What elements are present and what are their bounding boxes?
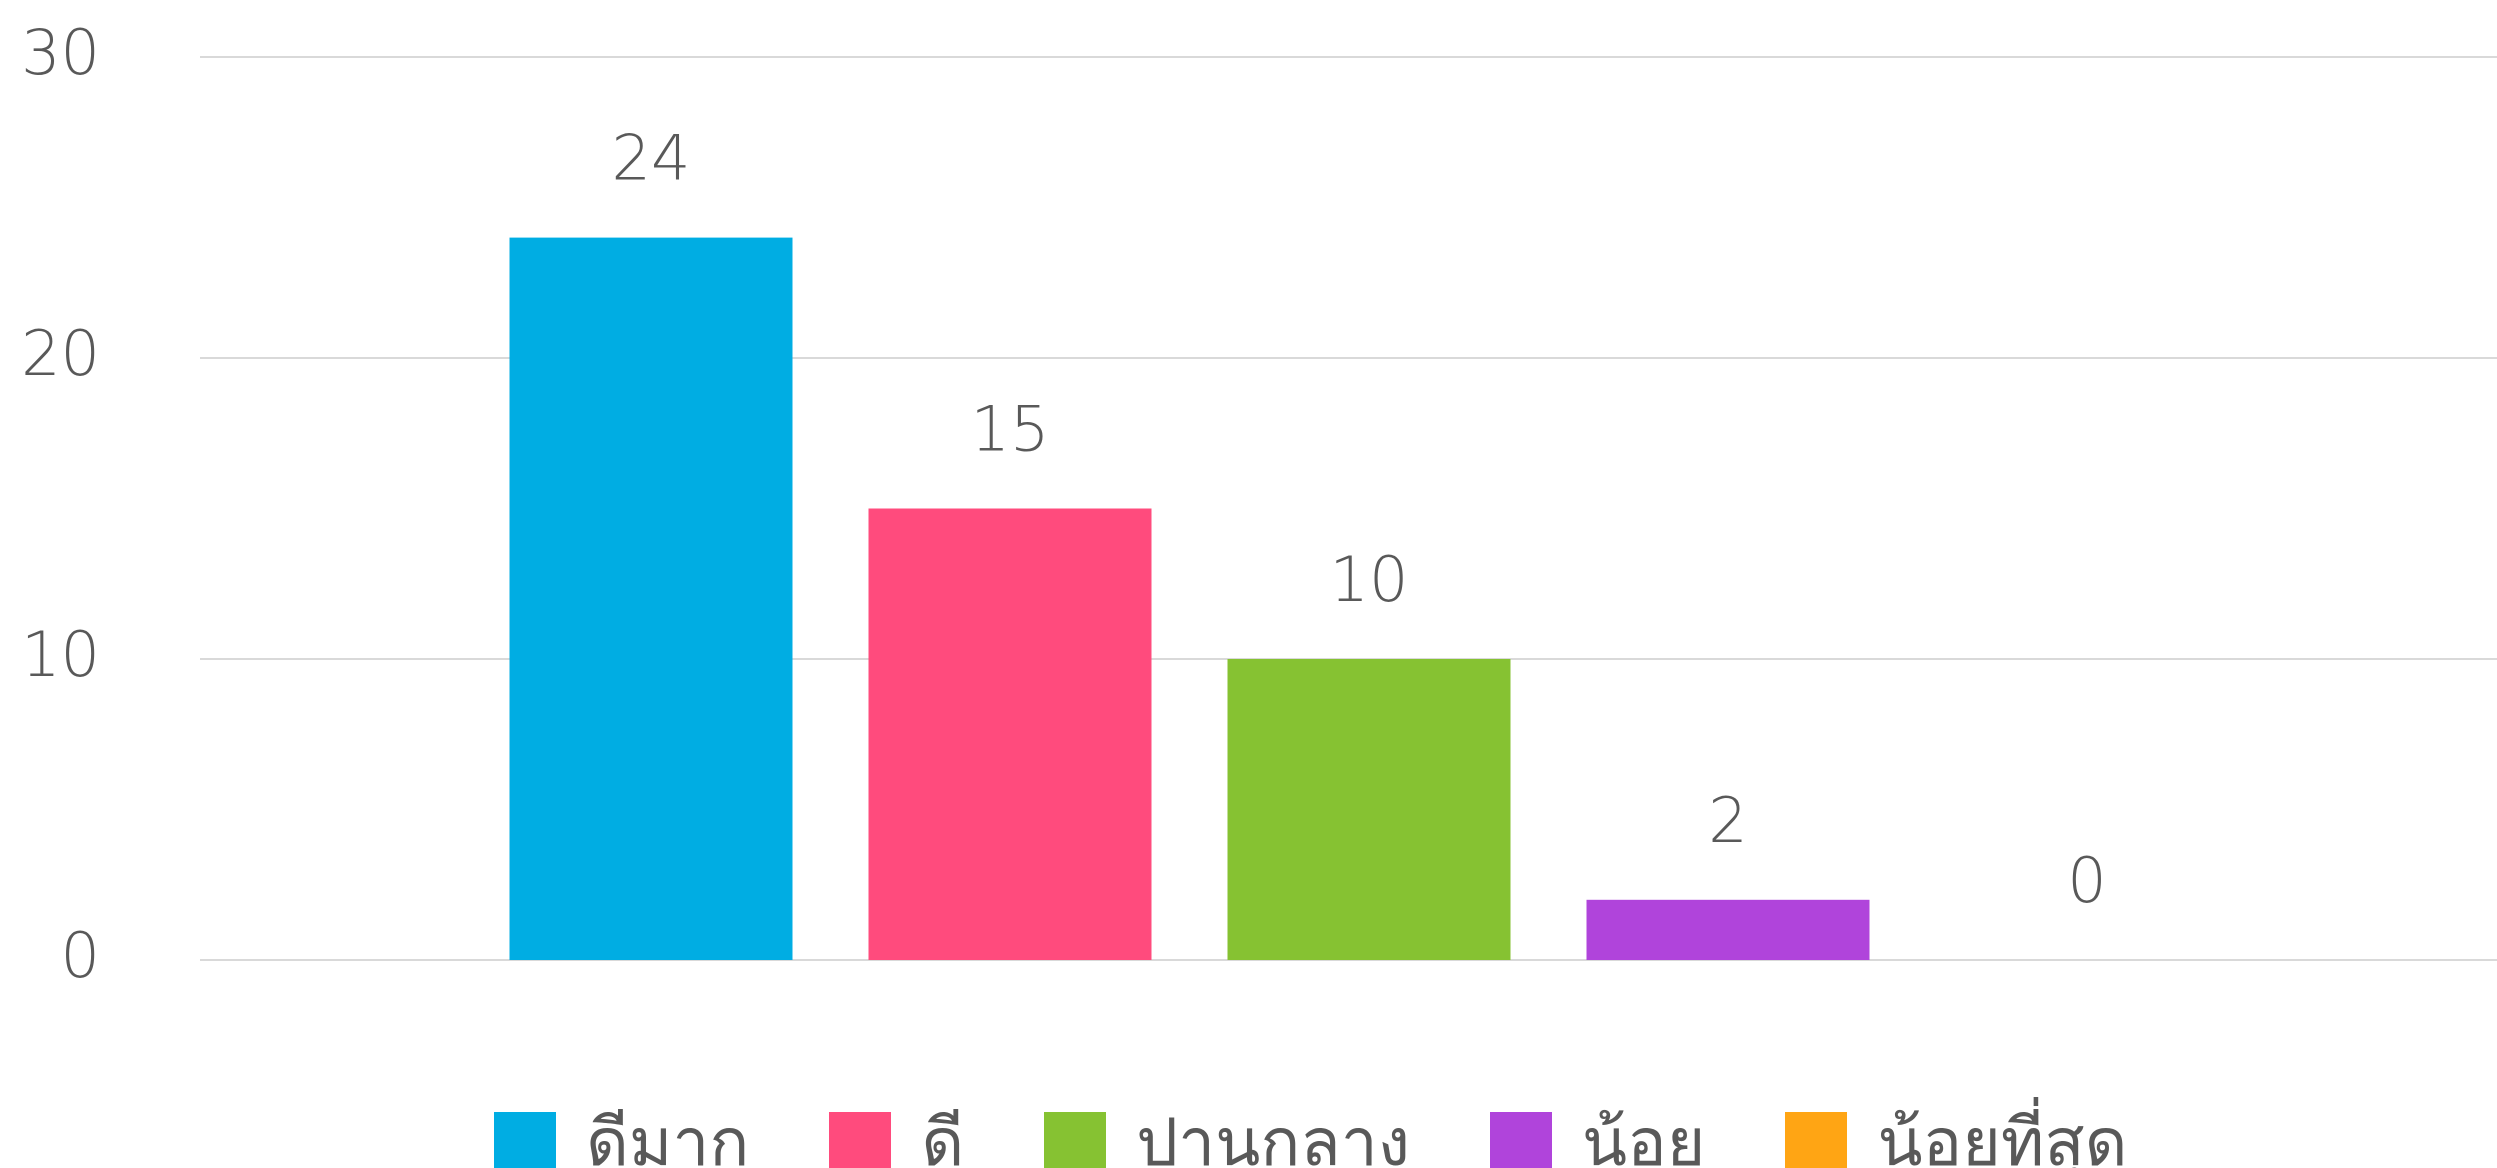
legend-label: ปานกลาง: [1136, 1104, 1411, 1168]
data-label: 24: [612, 122, 691, 195]
y-tick-label: 20: [21, 317, 100, 390]
data-label: 10: [1330, 543, 1409, 616]
bar: [1586, 899, 1870, 960]
legend-swatch: [494, 1111, 556, 1168]
legend: ดีมาก ดี ปานกลาง น้อย น้อยที่สุด: [494, 1090, 2208, 1168]
bar: [509, 237, 793, 961]
legend-label: น้อยที่สุด: [1877, 1104, 2128, 1168]
y-tick-label: 0: [61, 919, 100, 992]
legend-item: น้อย: [1490, 1090, 1705, 1168]
bar: [1227, 659, 1511, 960]
legend-swatch: [1044, 1111, 1107, 1168]
data-label: 15: [971, 393, 1050, 466]
legend-swatch: [1490, 1111, 1553, 1168]
y-tick-label: 30: [21, 16, 100, 89]
data-label: 2: [1708, 784, 1747, 857]
legend-item: ปานกลาง: [1044, 1090, 1410, 1168]
legend-label: ดีมาก: [586, 1104, 750, 1168]
legend-label: ดี: [921, 1104, 965, 1168]
y-tick-label: 10: [21, 618, 100, 691]
legend-swatch: [829, 1111, 892, 1168]
legend-label: น้อย: [1582, 1104, 1706, 1168]
data-label: 0: [2067, 844, 2106, 917]
legend-item: ดี: [829, 1090, 964, 1168]
legend-item: น้อยที่สุด: [1785, 1090, 2128, 1168]
legend-swatch: [1785, 1111, 1848, 1168]
bar: [868, 508, 1152, 960]
legend-item: ดีมาก: [494, 1090, 749, 1168]
